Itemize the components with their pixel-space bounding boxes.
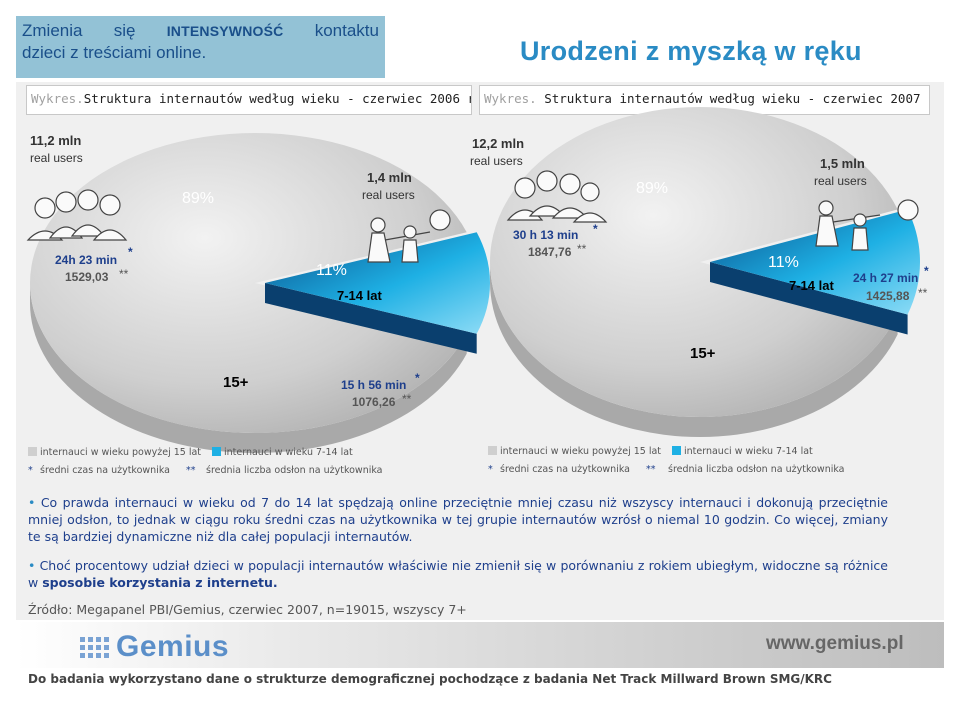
kids-pageviews-value: 1076,26 — [352, 395, 396, 409]
legend-dstar: ** — [646, 464, 656, 475]
child-illustration-icon — [815, 199, 919, 251]
adult-time-value: 24h 23 min — [55, 253, 117, 267]
kids-users-value: 1,5 mln — [820, 156, 865, 171]
legend-dstar-text: średnia liczba odsłon na użytkownika — [668, 464, 845, 475]
chart-box-label: Wykres. — [484, 91, 537, 106]
legend-adults: internauci w wieku powyżej 15 lat — [500, 446, 661, 457]
pie-slice-kids-side — [265, 283, 477, 354]
adult-slice-label: 89% — [636, 180, 668, 197]
adult-users-unit: real users — [470, 154, 523, 168]
bullet-2-text: Choć procentowy udział dzieci w populacj… — [28, 558, 888, 590]
pie-slice-kids — [710, 209, 920, 315]
summary-bullets: • Co prawda internauci w wieku od 7 do 1… — [28, 494, 888, 603]
kids-time-value: 15 h 56 min — [341, 378, 406, 392]
footer-note: Do badania wykorzystano dane o strukturz… — [16, 668, 944, 690]
legend-kids: internauci w wieku 7-14 lat — [684, 446, 813, 457]
pie-labels-2006: 11,2 mln real users 89% 24h 23 min * 152… — [30, 133, 420, 409]
chart-title-box-2006: Wykres.Struktura internautów według wiek… — [26, 85, 472, 115]
pie-slice-adults — [30, 133, 467, 434]
legend-dstar-text: średnia liczba odsłon na użytkownika — [206, 465, 383, 476]
legend-2006: internauci w wieku powyżej 15 lat intern… — [28, 447, 383, 476]
adult-time-value: 30 h 13 min — [513, 228, 578, 242]
pie-chart-2006 — [30, 133, 491, 454]
subtitle-box: Zmienia się INTENSYWNOŚĆ kontaktu dzieci… — [16, 16, 385, 78]
dstar-marker: ** — [402, 392, 412, 406]
kids-slice-label: 11% — [316, 262, 347, 279]
adults-illustration-icon — [506, 170, 608, 223]
gemius-logo-icon — [80, 637, 109, 658]
legend-2007: internauci w wieku powyżej 15 lat intern… — [488, 446, 845, 475]
source-note: Źródło: Megapanel PBI/Gemius, czerwiec 2… — [28, 602, 467, 617]
bullet-1-text: Co prawda internauci w wieku od 7 do 14 … — [28, 495, 888, 544]
kids-slice-label: 11% — [768, 254, 799, 271]
legend-dstar: ** — [186, 465, 196, 476]
kids-pageviews-value: 1425,88 — [866, 289, 910, 303]
chart-title: Struktura internautów według wieku - cze… — [83, 91, 472, 106]
star-marker: * — [593, 222, 598, 236]
kids-time-value: 24 h 27 min — [853, 271, 918, 285]
kids-group-label: 7-14 lat — [337, 288, 382, 303]
adults-illustration-icon — [26, 189, 128, 241]
bullet-2: • Choć procentowy udział dzieci w popula… — [28, 558, 888, 590]
adult-group-label: 15+ — [690, 345, 716, 362]
legend-star: * — [28, 465, 33, 476]
legend-adults: internauci w wieku powyżej 15 lat — [40, 447, 201, 458]
bullet-1: • Co prawda internauci w wieku od 7 do 1… — [28, 495, 888, 544]
chart-box-label: Wykres. — [31, 91, 84, 106]
legend-kids: internauci w wieku 7-14 lat — [224, 447, 353, 458]
adult-users-unit: real users — [30, 151, 83, 165]
gemius-logo-text: Gemius — [116, 630, 230, 663]
subtitle-word: Zmienia — [22, 21, 83, 40]
dstar-marker: ** — [119, 267, 129, 281]
kids-users-unit: real users — [814, 174, 867, 188]
kids-group-label: 7-14 lat — [789, 278, 834, 293]
dstar-marker: ** — [577, 242, 587, 256]
page-title: Urodzeni z myszką w ręku — [520, 36, 862, 66]
star-marker: * — [128, 245, 133, 259]
pie-labels-2007: 12,2 mln real users 89% 30 h 13 min * 18… — [470, 136, 929, 362]
legend-swatch-adults — [28, 447, 37, 456]
legend-swatch-kids — [212, 447, 221, 456]
adult-users-value: 12,2 mln — [472, 136, 524, 151]
star-marker: * — [415, 371, 420, 385]
legend-swatch-adults — [488, 446, 497, 455]
legend-star: * — [488, 464, 493, 475]
adult-pageviews-value: 1847,76 — [528, 245, 572, 259]
adult-slice-label: 89% — [182, 190, 214, 207]
bullet-2-bold: sposobie korzystania z internetu. — [42, 575, 278, 590]
subtitle-word: się — [113, 21, 136, 40]
gemius-logo: Gemius — [80, 630, 229, 664]
dstar-marker: ** — [918, 286, 928, 300]
child-illustration-icon — [367, 209, 451, 263]
legend-swatch-kids — [672, 446, 681, 455]
footer-bar — [16, 622, 944, 668]
legend-star-text: średni czas na użytkownika — [40, 465, 170, 476]
adult-pageviews-value: 1529,03 — [65, 270, 109, 284]
legend-star-text: średni czas na użytkownika — [500, 464, 630, 475]
chart-title: Struktura internautów według wieku - cze… — [544, 91, 930, 106]
subtitle-line2: dzieci z treściami online. — [22, 43, 207, 62]
pie-slice-kids — [265, 232, 491, 334]
website-link[interactable]: www.gemius.pl — [766, 633, 904, 654]
kids-users-unit: real users — [362, 188, 415, 202]
subtitle-emphasis: INTENSYWNOŚĆ — [166, 23, 284, 39]
adult-group-label: 15+ — [223, 374, 249, 391]
subtitle-word: kontaktu — [314, 21, 379, 40]
kids-users-value: 1,4 mln — [367, 170, 412, 185]
star-marker: * — [924, 264, 929, 278]
adult-users-value: 11,2 mln — [30, 133, 81, 148]
pie-slice-kids-side — [710, 262, 908, 335]
